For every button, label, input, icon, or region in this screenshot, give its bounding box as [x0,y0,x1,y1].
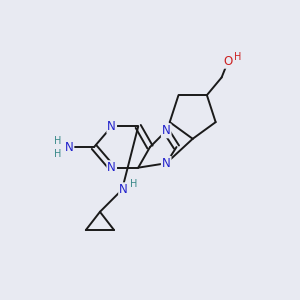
Text: N: N [162,157,171,170]
Text: N: N [65,141,74,154]
Text: N: N [107,120,116,133]
Text: N: N [119,183,128,196]
Text: H: H [130,179,137,189]
Text: N: N [162,124,171,137]
Text: O: O [224,55,233,68]
Text: H: H [54,136,61,146]
Text: H: H [54,148,61,158]
Text: N: N [107,161,116,174]
Text: H: H [234,52,241,62]
